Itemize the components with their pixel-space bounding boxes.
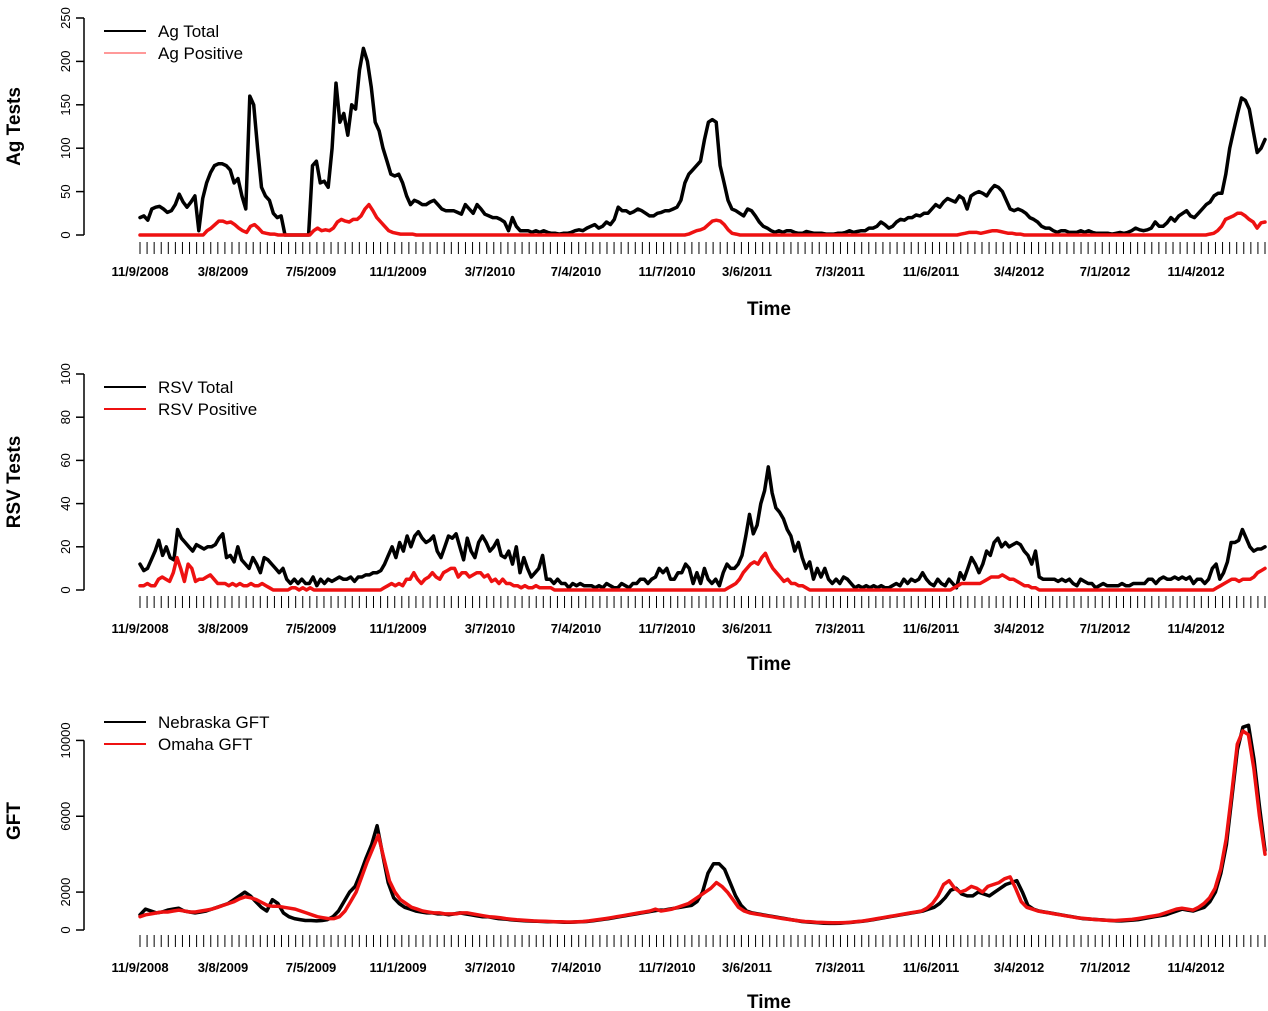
x-tick-label: 11/1/2009	[369, 960, 426, 975]
x-tick-label: 3/7/2010	[465, 960, 516, 975]
y-tick-label: 150	[58, 94, 73, 116]
y-axis-title: GFT	[4, 802, 25, 840]
legend-label: Omaha GFT	[158, 735, 252, 754]
y-tick-label: 6000	[58, 802, 73, 831]
x-tick-label: 11/7/2010	[638, 621, 695, 636]
x-tick-label: 3/6/2011	[722, 264, 772, 279]
x-tick-label: 7/4/2010	[551, 264, 602, 279]
legend-label: Ag Total	[158, 22, 219, 41]
series-line	[138, 729, 1267, 925]
x-tick-label: 11/1/2009	[369, 264, 426, 279]
x-tick-label: 7/3/2011	[815, 960, 865, 975]
x-tick-label: 11/4/2012	[1167, 960, 1224, 975]
y-axis-title: RSV Tests	[4, 436, 25, 529]
x-tick-label: 11/7/2010	[638, 264, 695, 279]
y-tick-label: 250	[58, 7, 73, 29]
series-line	[138, 551, 1267, 592]
x-tick-label: 3/8/2009	[198, 264, 249, 279]
y-tick-label: 50	[58, 184, 73, 198]
x-tick-label: 11/6/2011	[903, 960, 959, 975]
y-tick-label: 2000	[58, 878, 73, 907]
x-tick-label: 3/4/2012	[994, 960, 1045, 975]
y-tick-label: 0	[58, 926, 73, 933]
x-tick-label: 3/7/2010	[465, 264, 516, 279]
x-tick-label: 3/7/2010	[465, 621, 516, 636]
y-tick-label: 60	[58, 453, 73, 467]
y-tick-label: 0	[58, 231, 73, 238]
series-line	[138, 46, 1267, 237]
series-line	[138, 465, 1267, 590]
x-tick-label: 11/9/2008	[111, 264, 168, 279]
x-tick-label: 11/9/2008	[111, 621, 168, 636]
x-tick-label: 7/4/2010	[551, 621, 602, 636]
x-tick-label: 7/3/2011	[815, 621, 865, 636]
x-tick-label: 3/4/2012	[994, 264, 1045, 279]
x-tick-label: 7/1/2012	[1080, 960, 1131, 975]
x-axis-title: Time	[747, 992, 791, 1011]
x-tick-label: 11/1/2009	[369, 621, 426, 636]
y-tick-label: 80	[58, 410, 73, 424]
x-tick-label: 11/4/2012	[1167, 264, 1224, 279]
x-tick-label: 11/6/2011	[903, 264, 959, 279]
x-tick-label: 3/6/2011	[722, 621, 772, 636]
x-tick-label: 3/6/2011	[722, 960, 772, 975]
x-tick-label: 11/9/2008	[111, 960, 168, 975]
legend-label: Ag Positive	[158, 44, 243, 63]
x-tick-label: 3/4/2012	[994, 621, 1045, 636]
x-axis-title: Time	[747, 654, 791, 675]
x-tick-label: 7/5/2009	[286, 621, 337, 636]
series-line	[138, 202, 1267, 237]
y-tick-label: 100	[58, 363, 73, 385]
y-tick-label: 20	[58, 540, 73, 554]
x-tick-label: 7/4/2010	[551, 960, 602, 975]
x-axis-title: Time	[747, 299, 791, 320]
x-tick-label: 3/8/2009	[198, 621, 249, 636]
y-tick-label: 100	[58, 137, 73, 159]
legend-label: RSV Total	[158, 378, 233, 397]
legend-label: RSV Positive	[158, 400, 257, 419]
y-tick-label: 0	[58, 586, 73, 593]
x-tick-label: 3/8/2009	[198, 960, 249, 975]
x-tick-label: 11/6/2011	[903, 621, 959, 636]
x-tick-label: 11/7/2010	[638, 960, 695, 975]
y-tick-label: 200	[58, 51, 73, 73]
x-tick-label: 7/3/2011	[815, 264, 865, 279]
x-tick-label: 7/1/2012	[1080, 621, 1131, 636]
x-tick-label: 11/4/2012	[1167, 621, 1224, 636]
y-axis-title: Ag Tests	[4, 87, 25, 166]
y-tick-label: 10000	[58, 722, 73, 758]
legend-label: Nebraska GFT	[158, 713, 269, 732]
x-tick-label: 7/5/2009	[286, 960, 337, 975]
x-tick-label: 7/1/2012	[1080, 264, 1131, 279]
y-tick-label: 40	[58, 496, 73, 510]
x-tick-label: 7/5/2009	[286, 264, 337, 279]
